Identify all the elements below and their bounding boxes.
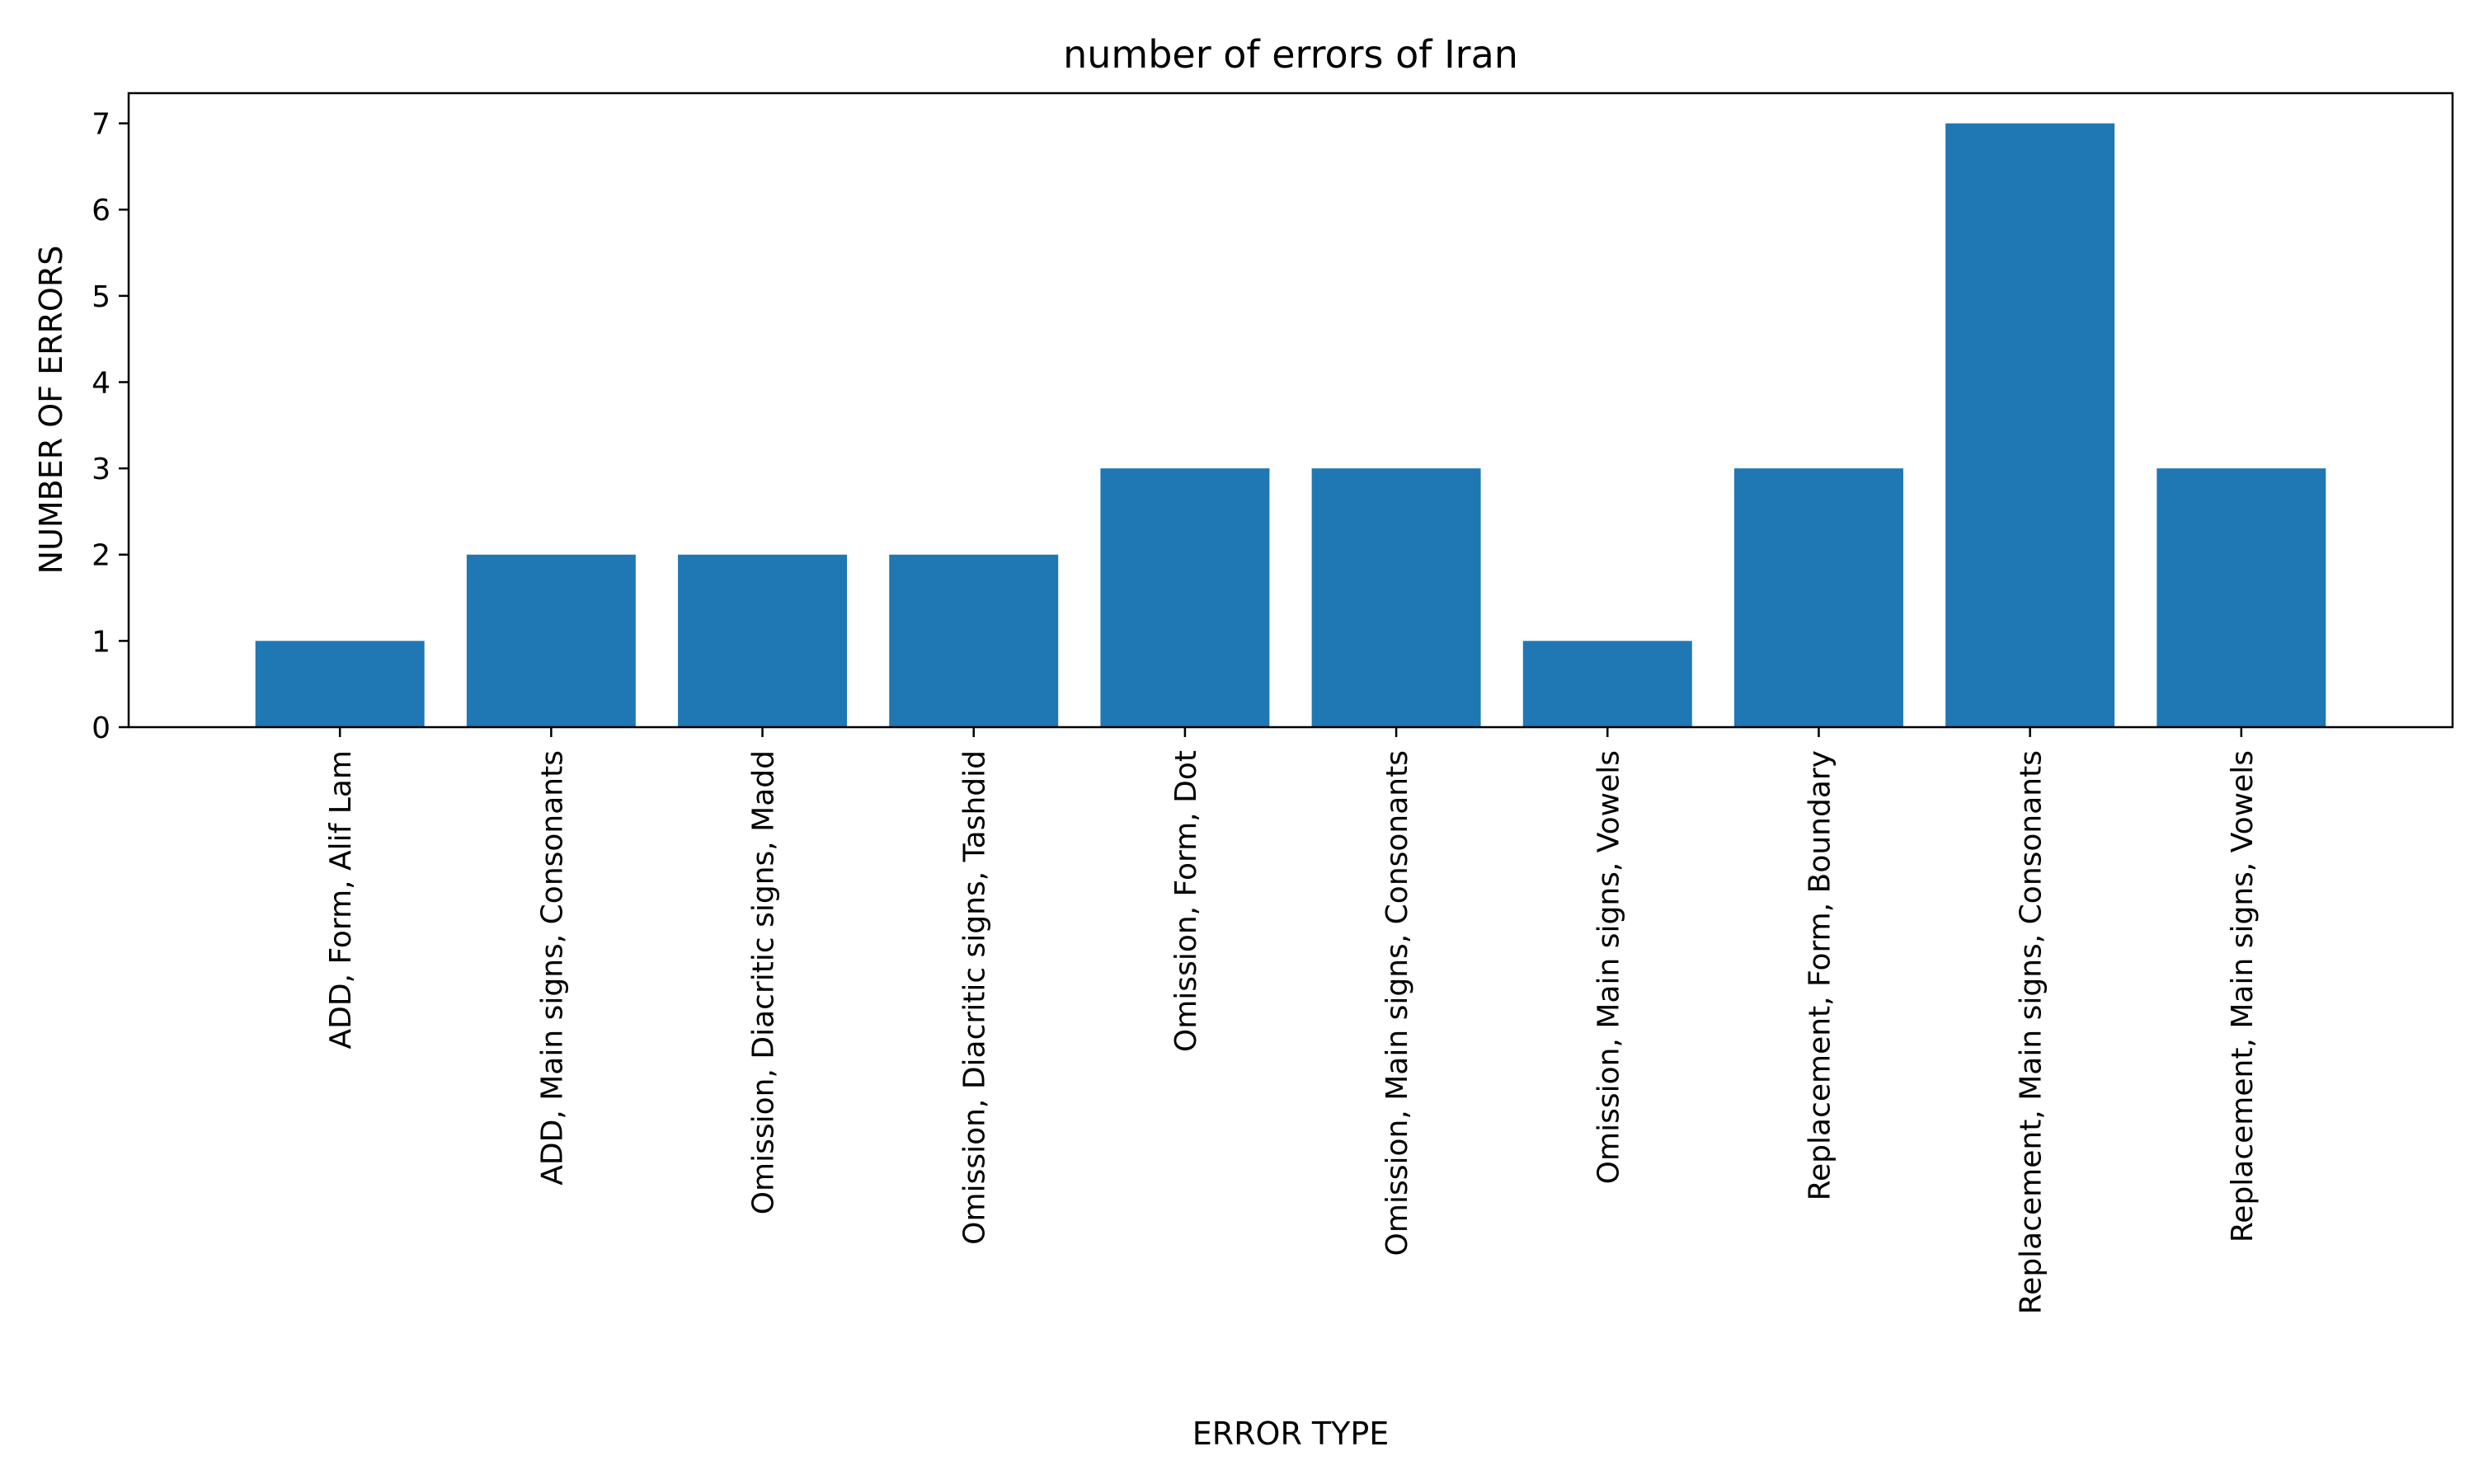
x-axis: ADD, Form, Alif Lam ADD, Main signs, Cons… <box>324 727 2260 1314</box>
x-tick-label: Omission, Diacritic signs, Madd <box>747 750 781 1214</box>
y-tick-label: 7 <box>92 108 111 142</box>
x-tick-label: Replacement, Main signs, Consonants <box>2015 750 2048 1314</box>
bar-1 <box>466 554 636 727</box>
x-tick-label: Replacement, Main signs, Vowels <box>2226 750 2260 1242</box>
y-axis: 0 1 2 3 4 5 6 7 <box>92 108 129 745</box>
bars-layer <box>255 123 2326 728</box>
x-tick-label: Omission, Main signs, Vowels <box>1592 750 1625 1184</box>
bar-9 <box>2157 468 2326 727</box>
bar-3 <box>889 554 1059 727</box>
bar-8 <box>1945 123 2115 728</box>
y-tick-label: 6 <box>92 194 111 228</box>
x-tick-label: ADD, Form, Alif Lam <box>324 750 358 1049</box>
bar-2 <box>678 554 848 727</box>
bar-7 <box>1733 468 1903 727</box>
y-axis-title: NUMBER OF ERRORS <box>33 246 69 575</box>
y-tick-label: 1 <box>92 625 111 659</box>
bar-6 <box>1522 641 1692 727</box>
plot-frame <box>127 92 2454 729</box>
x-tick-label: ADD, Main signs, Consonants <box>535 750 569 1186</box>
y-tick-label: 5 <box>92 280 111 314</box>
bar-4 <box>1100 468 1270 727</box>
y-tick-label: 3 <box>92 453 111 486</box>
bar-5 <box>1311 468 1481 727</box>
x-tick-label: Omission, Form, Dot <box>1169 750 1203 1052</box>
x-tick-label: Omission, Diacritic signs, Tashdid <box>958 750 992 1245</box>
bar-0 <box>255 641 425 727</box>
y-tick-label: 0 <box>92 711 111 745</box>
x-tick-label: Replacement, Form, Boundary <box>1803 750 1837 1200</box>
x-axis-title: ERROR TYPE <box>1192 1416 1390 1452</box>
chart-title: number of errors of Iran <box>1063 32 1518 77</box>
x-tick-label: Omission, Main signs, Consonants <box>1380 750 1414 1256</box>
y-tick-label: 2 <box>92 539 111 573</box>
y-tick-label: 4 <box>92 366 111 400</box>
